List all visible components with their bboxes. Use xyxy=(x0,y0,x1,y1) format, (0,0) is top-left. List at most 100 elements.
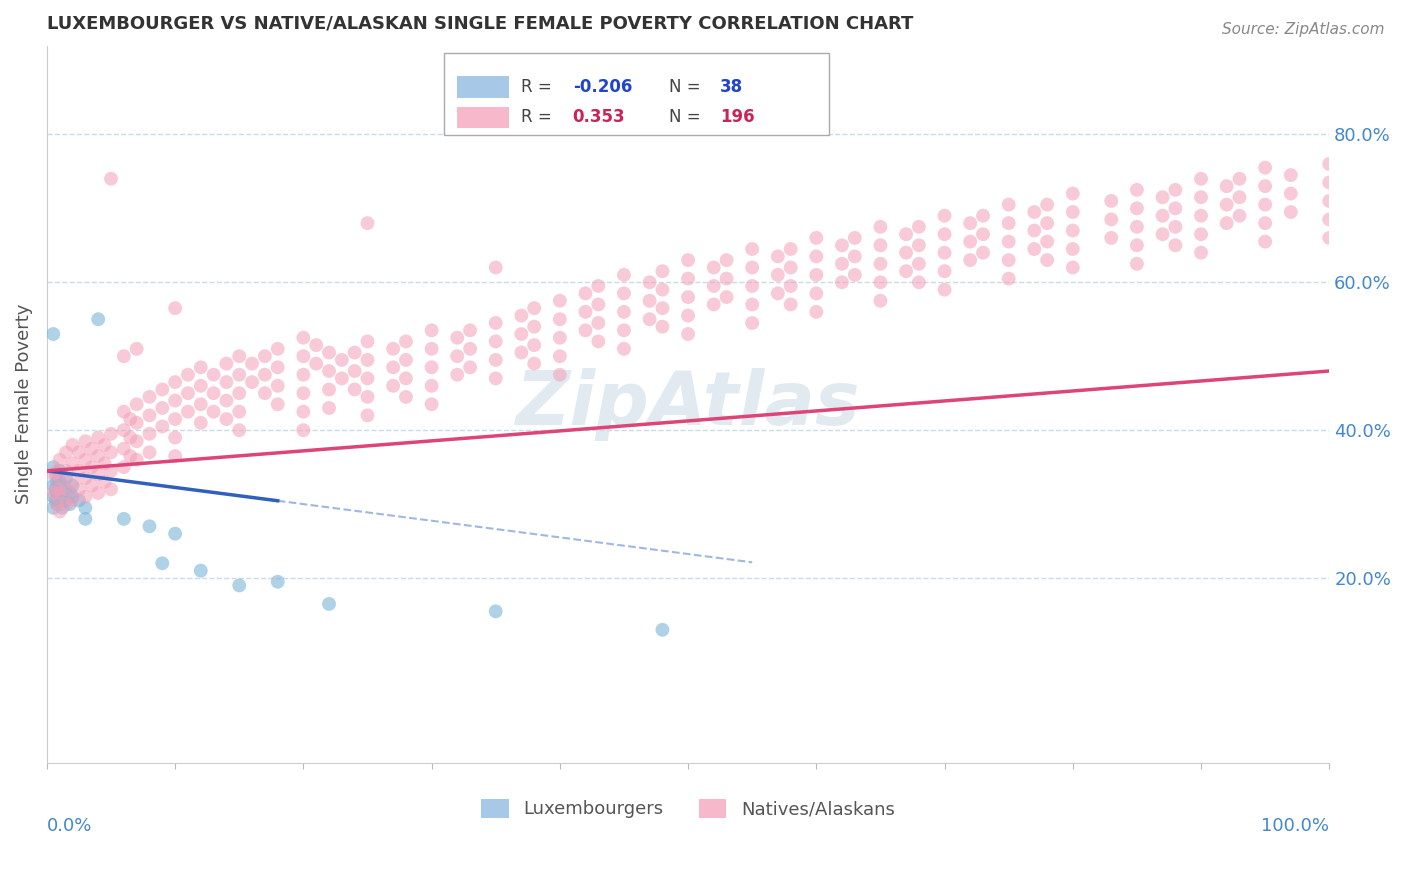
Point xyxy=(1062,223,1084,237)
Point xyxy=(1279,186,1302,201)
Point xyxy=(45,493,67,508)
Point xyxy=(831,275,853,289)
Text: LUXEMBOURGER VS NATIVE/ALASKAN SINGLE FEMALE POVERTY CORRELATION CHART: LUXEMBOURGER VS NATIVE/ALASKAN SINGLE FE… xyxy=(46,15,914,33)
Point xyxy=(165,449,187,463)
Point xyxy=(356,371,378,385)
Point xyxy=(202,368,225,382)
Point xyxy=(908,219,931,234)
Point xyxy=(42,486,65,500)
Point xyxy=(100,464,122,478)
Point xyxy=(267,342,290,356)
Point xyxy=(253,386,276,401)
Point xyxy=(165,526,187,541)
Point xyxy=(62,478,84,492)
Point xyxy=(1317,157,1340,171)
Point xyxy=(75,471,97,485)
Point xyxy=(215,393,238,408)
Point xyxy=(67,445,90,459)
Point xyxy=(638,312,661,326)
Point xyxy=(46,486,69,500)
Point xyxy=(112,405,135,419)
Point xyxy=(510,309,533,323)
Point xyxy=(356,390,378,404)
Point xyxy=(150,401,173,415)
Point xyxy=(100,483,122,497)
Point xyxy=(523,357,546,371)
Point xyxy=(741,260,763,275)
Point xyxy=(75,512,97,526)
Point xyxy=(510,345,533,359)
Point xyxy=(420,360,443,375)
Point xyxy=(831,238,853,252)
Point xyxy=(1099,212,1122,227)
Point xyxy=(894,245,917,260)
Point xyxy=(318,597,340,611)
Point xyxy=(1189,227,1212,242)
Point xyxy=(997,271,1019,285)
Point xyxy=(1317,212,1340,227)
Point xyxy=(1279,168,1302,182)
Point xyxy=(42,490,65,504)
Point xyxy=(395,371,418,385)
Point xyxy=(382,360,405,375)
Point xyxy=(112,512,135,526)
Point xyxy=(908,238,931,252)
Point xyxy=(716,253,738,268)
Point xyxy=(485,352,508,367)
Point xyxy=(100,426,122,441)
Point xyxy=(869,293,891,308)
Point xyxy=(574,286,596,301)
Point xyxy=(87,449,110,463)
Point xyxy=(46,483,69,497)
Point xyxy=(51,478,73,492)
Point xyxy=(292,349,315,363)
Point xyxy=(1215,197,1237,211)
Point xyxy=(1317,231,1340,245)
Text: Source: ZipAtlas.com: Source: ZipAtlas.com xyxy=(1222,22,1385,37)
Point xyxy=(1152,190,1174,204)
Point xyxy=(1036,216,1059,230)
Point xyxy=(67,464,90,478)
Point xyxy=(651,283,673,297)
Point xyxy=(55,493,77,508)
Point xyxy=(138,390,160,404)
Point xyxy=(190,397,212,411)
Point xyxy=(1229,209,1251,223)
Point xyxy=(1126,202,1149,216)
Point xyxy=(716,271,738,285)
Y-axis label: Single Female Poverty: Single Female Poverty xyxy=(15,304,32,505)
Point xyxy=(87,467,110,482)
Point xyxy=(395,390,418,404)
Point xyxy=(1189,245,1212,260)
Point xyxy=(716,290,738,304)
Point xyxy=(766,286,789,301)
Point xyxy=(779,279,801,293)
Point xyxy=(908,257,931,271)
Point xyxy=(446,368,468,382)
Point xyxy=(87,486,110,500)
Point xyxy=(510,326,533,341)
Point xyxy=(165,393,187,408)
Point xyxy=(45,467,67,482)
Text: R =: R = xyxy=(522,109,557,127)
Point xyxy=(1164,183,1187,197)
Point xyxy=(267,574,290,589)
Point xyxy=(45,483,67,497)
Point xyxy=(80,478,103,492)
Point xyxy=(485,260,508,275)
Point xyxy=(869,238,891,252)
Point xyxy=(80,460,103,475)
Point xyxy=(100,171,122,186)
Point xyxy=(75,490,97,504)
Point xyxy=(190,416,212,430)
Point xyxy=(997,235,1019,249)
Point xyxy=(62,475,84,489)
Point xyxy=(1215,216,1237,230)
Point xyxy=(806,305,828,319)
Point xyxy=(997,216,1019,230)
Point xyxy=(62,493,84,508)
Point xyxy=(120,412,142,426)
FancyBboxPatch shape xyxy=(457,107,509,128)
Point xyxy=(305,338,328,352)
Point xyxy=(959,253,981,268)
